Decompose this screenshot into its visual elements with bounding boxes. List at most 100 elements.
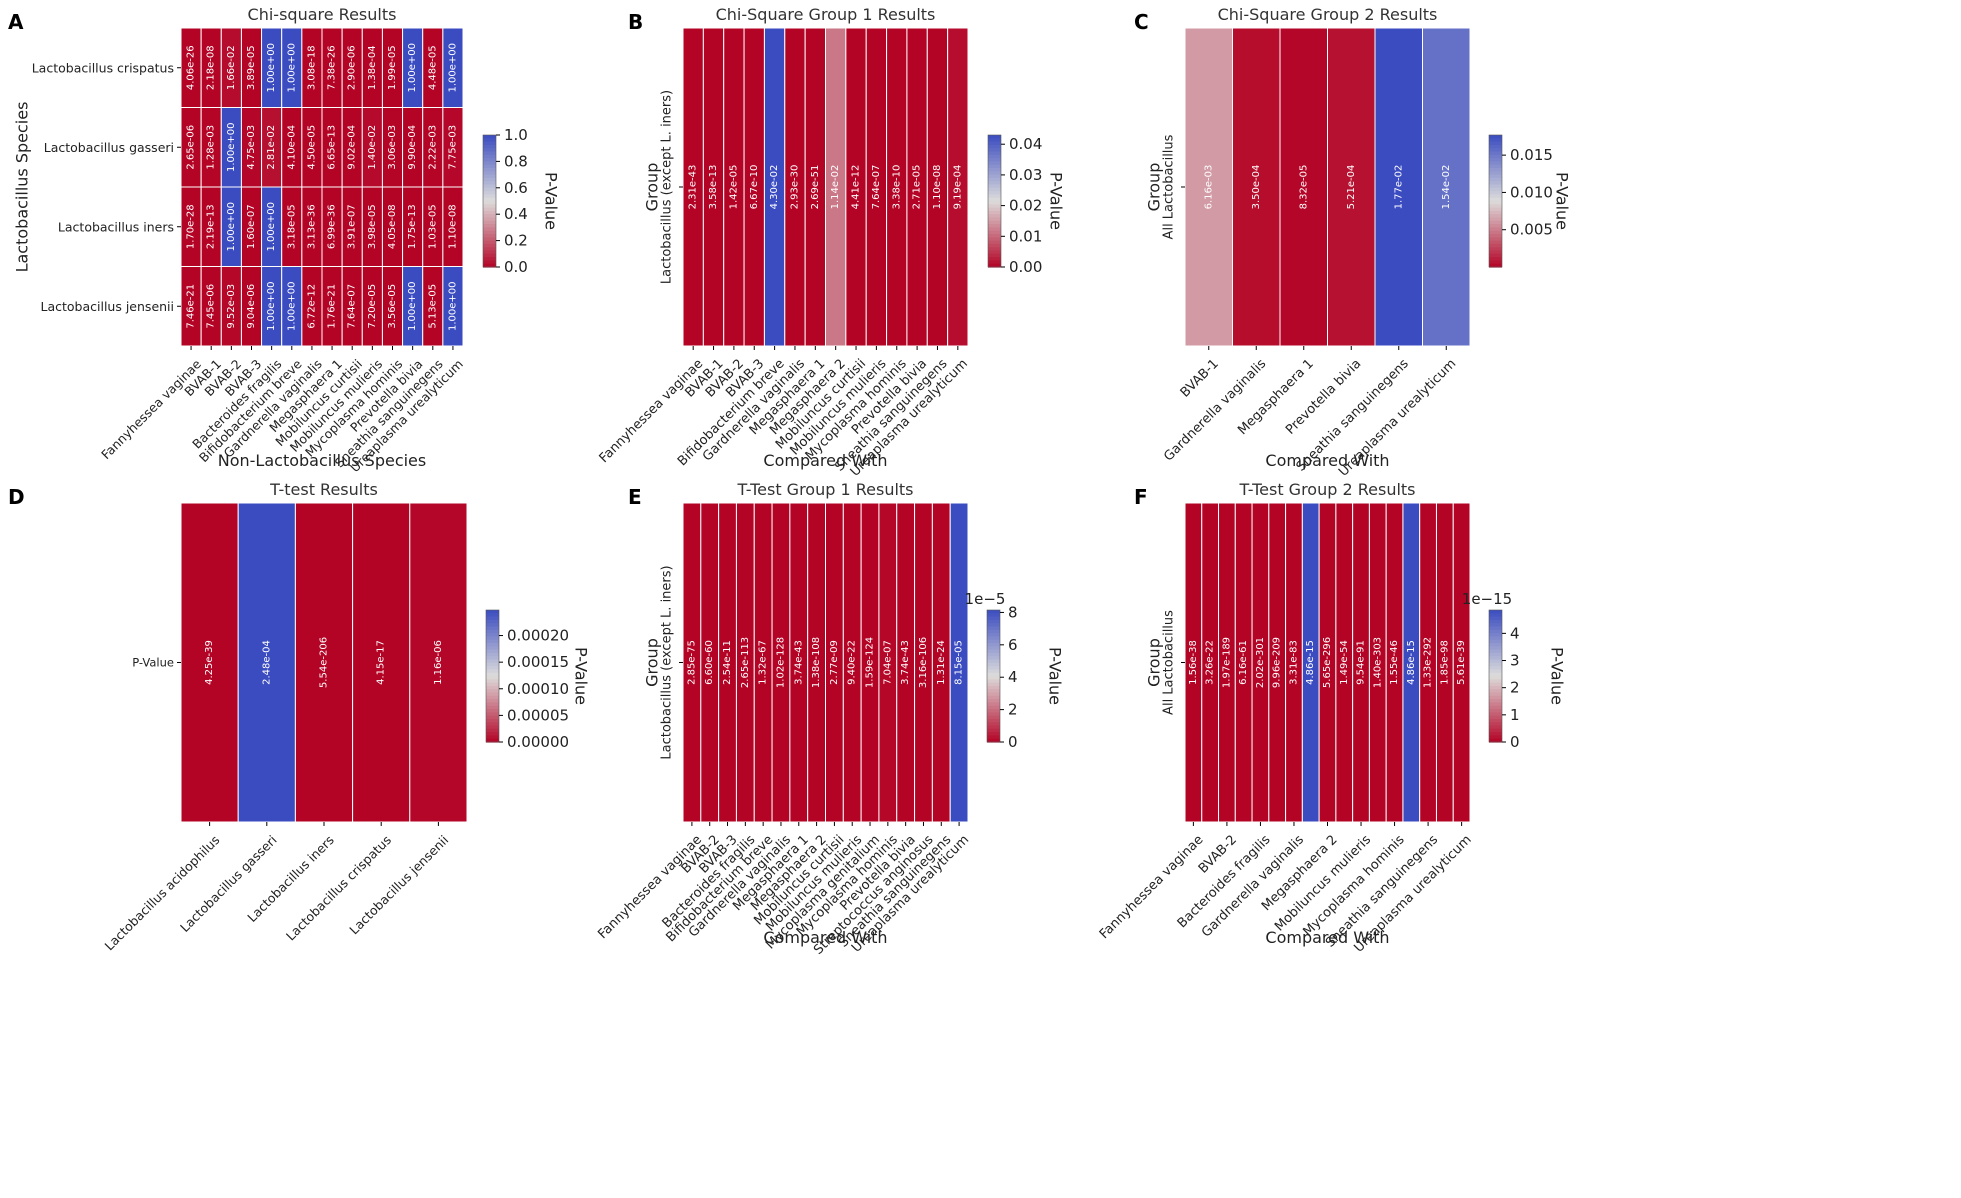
panel-f-cell-label: 5.65e-296 [1322,637,1333,688]
panel-e-colorbar-segment [987,639,1000,644]
panel-c-colorbar-segment [1489,250,1502,255]
panel-b-colorbar-segment [988,201,1001,205]
panel-e-colorbar-segment [987,702,1000,707]
panel-b-colorbar-segment [988,194,1001,199]
panel-a-colorbar-segment [483,158,496,162]
panel-f-colorbar-segment [1489,682,1502,687]
panel-b-colorbar-tick-label: 0.01 [1009,227,1042,245]
panel-e-cell-label: 3.16e-106 [918,637,929,688]
panel-d-colorbar-label: P-Value [572,647,591,705]
panel-e-colorbar-segment [987,646,1000,651]
panel-b-colorbar-segment [988,214,1001,219]
panel-b-colorbar-segment [988,253,1001,258]
panel-d-cell-label: 2.48e-04 [261,640,272,685]
panel-c-colorbar-segment [1489,151,1502,156]
panel-f-cell-label: 9.96e-209 [1272,637,1283,688]
panel-d-xtick-label: Lactobacillus crispatus [283,832,394,943]
panel-a-colorbar-segment [483,253,496,258]
panel-f-colorbar-segment [1489,610,1502,614]
panel-a-cell-label: 2.65e-06 [186,125,197,170]
panel-e-colorbar-segment [987,633,1000,637]
panel-c-colorbar-segment [1489,164,1502,169]
panel-f-cell-label: 1.56e-38 [1188,640,1199,685]
panel-c-colorbar-label: P-Value [1553,172,1572,230]
panel-a-ylabel: Lactobacillus Species [13,102,32,273]
panel-e-colorbar-segment [987,709,1000,713]
panel-c-colorbar-segment [1489,148,1502,153]
panel-f-cell-label: 1.40e-303 [1372,637,1383,688]
panel-d-cell [352,502,411,823]
panel-d-colorbar-segment [486,633,499,637]
panel-c-cell [1232,27,1281,347]
panel-e-cell-label: 8.15e-05 [954,640,965,685]
panel-d-cell [180,502,239,823]
panel-f-colorbar-segment [1489,699,1502,703]
panel-a-cell-label: 1.00e+00 [226,202,237,252]
panel-d-colorbar-tick-label: 0.00005 [507,706,569,724]
panel-e-colorbar-tick-label: 2 [1008,701,1018,719]
panel-b-ytick-label: Lactobacillus (except L. iners) [660,90,675,284]
panel-f-cell-label: 6.16e-61 [1238,640,1249,685]
panel-e-cell-label: 1.59e-124 [865,637,876,688]
panel-a-cell-label: 4.48e-05 [427,45,438,90]
panel-d-colorbar-segment [486,610,499,614]
panel-b-colorbar-segment [988,237,1001,242]
panel-b-cell-label: 1.10e-08 [932,165,943,210]
panel-b-colorbar-frame [987,134,1002,268]
panel-a-cell-label: 3.06e-03 [387,125,398,170]
panel-b-colorbar-segment [988,217,1001,222]
panel-c-colorbar-segment [1489,135,1502,139]
panel-a-cell-label: 1.00e+00 [447,281,458,331]
panel-b-cell-label: 7.64e-07 [871,165,882,210]
panel-a-colorbar-segment [483,240,496,245]
panel-c-colorbar-segment [1489,197,1502,202]
panel-a-colorbar-segment [483,135,496,139]
panel-f-colorbar-segment [1489,626,1502,631]
panel-d-colorbar-segment [486,712,499,717]
panel-e-colorbar-segment [987,610,1000,614]
panel-e-xlabel: Compared With [763,928,887,947]
panel-a-cell-label: 1.00e+00 [447,43,458,93]
panel-e-colorbar-segment [987,689,1000,694]
panel-a-cell-label: 7.64e-07 [347,284,358,329]
panel-d-colorbar-tick-label: 0.00015 [507,653,569,671]
panel-b-colorbar-segment [988,177,1001,182]
panel-f-colorbar-segment [1489,666,1502,670]
panel-a-cell-label: 6.72e-12 [306,284,317,329]
panel-a-colorbar-segment [483,197,496,202]
panel-e-colorbar-segment [987,616,1000,621]
panel-d-cell-label: 4.15e-17 [376,640,387,685]
panel-c-colorbar-segment [1489,171,1502,176]
panel-d-colorbar-segment [486,679,499,684]
panel-a-colorbar-segment [483,207,496,212]
panel-b-colorbar-segment [988,161,1001,166]
panel-d-colorbar-segment [486,709,499,713]
panel-f-colorbar-frame [1488,609,1503,743]
panel-f-colorbar-tick-label: 1 [1510,706,1520,724]
panel-d-colorbar-segment [486,722,499,727]
panel-d-xtick-label: Lactobacillus acidophilus [101,832,222,953]
panel-a-colorbar-segment [483,237,496,242]
panel-d-colorbar-segment [486,662,499,667]
panel-a-cell-label: 9.02e-04 [347,125,358,170]
panel-a-colorbar-tick-label: 0.2 [504,232,528,250]
panel-d-colorbar-frame [485,609,500,743]
panel-a-cell-label: 7.20e-05 [367,284,378,329]
panel-d-colorbar-segment [486,646,499,651]
panel-b-colorbar-segment [988,204,1001,209]
panel-b-colorbar-segment [988,260,1001,265]
panel-a-cell-label: 2.22e-03 [427,125,438,170]
panel-b-cell-label: 2.31e-43 [688,165,699,210]
panel-b-colorbar-segment [988,187,1001,192]
panel-a-colorbar-segment [483,204,496,209]
panel-d-colorbar-segment [486,732,499,736]
panel-e-colorbar-frame [986,609,1001,743]
panel-b-colorbar-segment [988,191,1001,195]
panel-e-colorbar-segment [987,738,1000,743]
panel-f-colorbar-label: P-Value [1548,647,1567,705]
panel-f-colorbar-segment [1489,672,1502,677]
panel-c-colorbar-segment [1489,154,1502,159]
panel-b-colorbar-segment [988,168,1001,172]
panel-c-letter: C [1134,10,1149,34]
panel-b-colorbar-segment [988,135,1001,139]
